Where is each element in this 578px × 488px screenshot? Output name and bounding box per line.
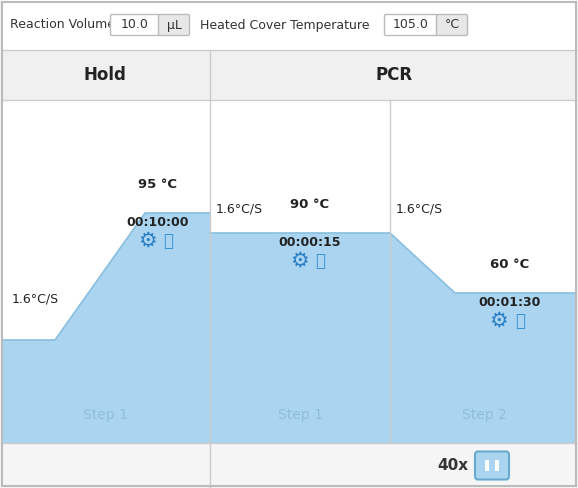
FancyBboxPatch shape (158, 15, 190, 36)
Text: μL: μL (166, 19, 181, 32)
FancyBboxPatch shape (475, 451, 509, 480)
Text: °C: °C (444, 19, 460, 32)
Polygon shape (210, 233, 390, 443)
Text: 1.6°C/S: 1.6°C/S (396, 202, 443, 215)
Text: Step 1: Step 1 (83, 408, 127, 422)
Bar (485, 460, 489, 471)
FancyBboxPatch shape (384, 15, 438, 36)
Text: 📷: 📷 (515, 312, 525, 330)
FancyBboxPatch shape (110, 15, 160, 36)
Bar (2, 50, 576, 100)
Text: 1.6°C/S: 1.6°C/S (12, 292, 59, 305)
Text: Step 1: Step 1 (277, 408, 323, 422)
Text: 📷: 📷 (315, 252, 325, 270)
Text: 10.0: 10.0 (121, 19, 149, 32)
Text: ⚙: ⚙ (138, 231, 157, 251)
Text: 1.6°C/S: 1.6°C/S (216, 202, 263, 215)
FancyBboxPatch shape (436, 15, 468, 36)
Bar (2, 0, 576, 50)
Text: 00:01:30: 00:01:30 (479, 296, 541, 309)
Text: 95 °C: 95 °C (139, 178, 177, 191)
Text: Heated Cover Temperature: Heated Cover Temperature (200, 19, 369, 32)
Text: ⚙: ⚙ (488, 311, 507, 331)
Bar (2, 443, 576, 488)
Bar (495, 460, 499, 471)
Text: 40x: 40x (437, 458, 468, 473)
Text: 105.0: 105.0 (393, 19, 429, 32)
Text: Step 2: Step 2 (462, 408, 506, 422)
Polygon shape (390, 233, 576, 443)
Text: 📷: 📷 (163, 232, 173, 250)
Text: PCR: PCR (376, 66, 413, 84)
Text: 00:10:00: 00:10:00 (127, 216, 189, 229)
Text: Hold: Hold (84, 66, 127, 84)
Bar (2, 100, 576, 443)
Polygon shape (2, 213, 210, 443)
Text: ⚙: ⚙ (290, 251, 309, 271)
Text: Reaction Volume: Reaction Volume (10, 19, 115, 32)
Text: 00:00:15: 00:00:15 (279, 236, 341, 249)
Text: 60 °C: 60 °C (490, 258, 529, 271)
Text: 90 °C: 90 °C (290, 198, 329, 211)
